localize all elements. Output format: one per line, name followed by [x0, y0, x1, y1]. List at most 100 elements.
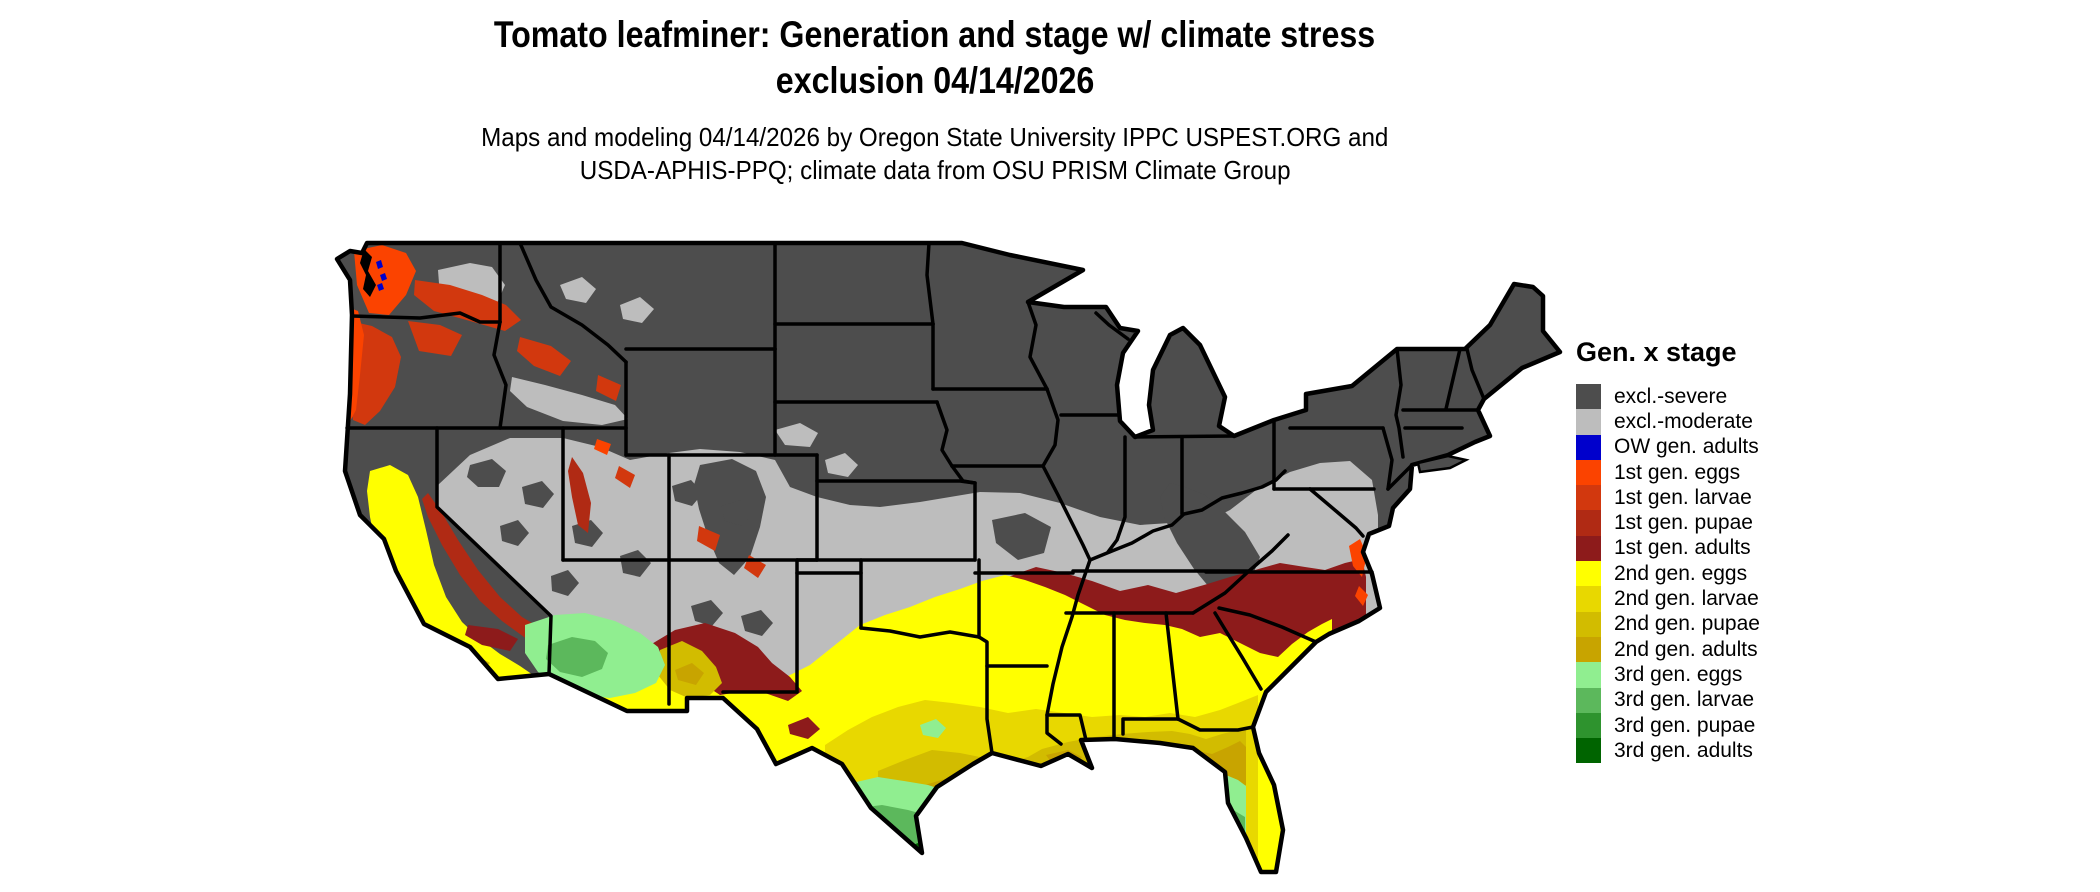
legend-item-g3_pupae: 3rd gen. pupae	[1576, 712, 1856, 739]
border-ga-fl	[1176, 717, 1255, 732]
border-il-in	[1106, 435, 1127, 554]
orange-ut-speck	[594, 439, 611, 455]
red-nm-speck	[697, 526, 720, 551]
legend-label-g2_larvae: 2nd gen. larvae	[1614, 587, 1759, 611]
legend-item-g1_adults: 1st gen. adults	[1576, 535, 1856, 562]
blue-speck1	[376, 260, 383, 269]
border-wa-or	[350, 311, 502, 324]
border-tx-la	[977, 635, 994, 755]
border-potomac	[1308, 487, 1365, 538]
legend-label-g3_pupae: 3rd gen. pupae	[1614, 713, 1756, 737]
mtn-gb6	[551, 570, 579, 596]
state-borders	[345, 241, 1486, 755]
border-mo-west	[950, 464, 977, 562]
page-title-line-1: Tomato leafminer: Generation and stage w…	[0, 12, 1870, 58]
legend-label-excl_moderate: excl.-moderate	[1614, 409, 1753, 433]
border-mo-il	[1041, 464, 1092, 562]
subtitle-text-2: USDA-APHIS-PPQ; climate data from OSU PR…	[579, 154, 1291, 185]
legend-item-g1_larvae: 1st gen. larvae	[1576, 485, 1856, 511]
red-utah-speck	[615, 466, 635, 488]
legend-title: Gen. x stage	[1576, 337, 1737, 367]
border-va-ky	[1247, 533, 1290, 573]
border-ny-east	[1394, 347, 1405, 459]
ltgreen-florida	[1174, 775, 1246, 872]
legend-swatch-g3_pupae	[1576, 712, 1601, 739]
mtn-gb2	[522, 481, 554, 508]
legend-item-g2_larvae: 2nd gen. larvae	[1576, 586, 1856, 612]
border-ia-west	[935, 400, 954, 468]
border-red-river	[859, 626, 981, 639]
us-map-svg	[334, 240, 1563, 883]
legend-item-g1_pupae: 1st gen. pupae	[1576, 510, 1856, 536]
red-bigbend	[788, 717, 820, 739]
figure-header: Tomato leafminer: Generation and stage w…	[0, 12, 1870, 187]
border-nd-mn	[925, 241, 935, 326]
legend-label-g1_eggs: 1st gen. eggs	[1614, 460, 1741, 484]
map-region-excl-moderate-snake	[510, 377, 628, 425]
legend-swatch-excl_moderate	[1576, 409, 1601, 435]
border-al-ga	[1164, 611, 1180, 721]
map-region-excl-moderate-montana2	[620, 297, 654, 323]
map-raster-layers	[337, 243, 1560, 883]
legend-item-excl_moderate: excl.-moderate	[1576, 409, 1856, 435]
red-socal-mtn	[465, 625, 518, 651]
border-id-mt	[518, 241, 628, 364]
legend-swatch-g2_pupae	[1576, 611, 1601, 637]
red-ncal-coast	[337, 423, 346, 515]
legend-label-g3_eggs: 3rd gen. eggs	[1614, 662, 1743, 686]
legend-swatch-g1_pupae	[1576, 510, 1601, 536]
page-title-line-2: exclusion 04/14/2026	[0, 58, 1870, 104]
legend-item-g3_larvae: 3rd gen. larvae	[1576, 687, 1856, 713]
green-fl-speck	[1228, 862, 1246, 872]
border-mi-south	[1133, 434, 1236, 439]
ltgreen-texas	[825, 777, 946, 872]
border-tn-nc	[1191, 569, 1251, 615]
border-wi-mi	[1094, 311, 1130, 341]
us-outline	[334, 240, 1563, 875]
legend-label-ow_adults: OW gen. adults	[1614, 435, 1759, 459]
legend-item-ow_adults: OW gen. adults	[1576, 434, 1856, 460]
subtitle-line-1: Maps and modeling 04/14/2026 by Oregon S…	[0, 121, 1870, 154]
map-region-g3-adults	[908, 843, 1286, 883]
us-risk-map	[320, 225, 1570, 890]
figure-subtitle: Maps and modeling 04/14/2026 by Oregon S…	[0, 121, 1870, 188]
map-legend: Gen. x stage excl.-severe excl.-moderate O…	[1576, 337, 1856, 764]
border-me-nh	[1465, 347, 1486, 401]
border-ny-nj	[1386, 463, 1414, 491]
border-ohio-river	[1088, 469, 1287, 562]
legend-label-g3_adults: 3rd gen. adults	[1614, 738, 1753, 762]
blue-speck2	[380, 273, 387, 281]
legend-label-g3_larvae: 3rd gen. larvae	[1614, 688, 1755, 712]
legend-items: excl.-severe excl.-moderate OW gen. adults…	[1576, 384, 1856, 764]
page-title-text-2: exclusion 04/14/2026	[775, 60, 1095, 102]
subtitle-line-2: USDA-APHIS-PPQ; climate data from OSU PR…	[0, 154, 1870, 187]
mtn-gb4	[620, 550, 651, 577]
dkgreen-keys	[1253, 874, 1286, 883]
mtn-gb1	[467, 459, 506, 487]
border-fl-al	[1121, 717, 1180, 736]
legend-item-g2_adults: 2nd gen. adults	[1576, 636, 1856, 663]
border-ca-nv	[435, 426, 553, 676]
red-wasatch	[568, 457, 591, 533]
legend-swatch-excl_severe	[1576, 384, 1601, 410]
border-la-ms	[1045, 713, 1088, 742]
red-or-cascade	[408, 321, 462, 356]
mtn-gb7	[672, 480, 703, 506]
border-ne-ks	[815, 479, 977, 485]
legend-label-g1_larvae: 1st gen. larvae	[1614, 485, 1752, 509]
legend-label-g1_pupae: 1st gen. pupae	[1614, 511, 1753, 535]
legend-swatch-g1_eggs	[1576, 459, 1601, 486]
map-region-excl-moderate-nebraska	[775, 423, 818, 447]
red-mogollon	[650, 623, 802, 701]
legend-swatch-g3_adults	[1576, 738, 1601, 764]
legend-label-excl_severe: excl.-severe	[1614, 384, 1728, 408]
map-region-excl-moderate-plains-speck	[825, 453, 858, 477]
mtn-gb9	[691, 600, 723, 626]
ltgreen-houston	[920, 719, 946, 738]
border-nc-sc	[1217, 606, 1318, 644]
legend-swatch-g2_eggs	[1576, 561, 1601, 587]
mtn-gb10	[741, 610, 773, 636]
legend-swatch-g3_larvae	[1576, 687, 1601, 713]
blue-speck3	[377, 283, 384, 291]
